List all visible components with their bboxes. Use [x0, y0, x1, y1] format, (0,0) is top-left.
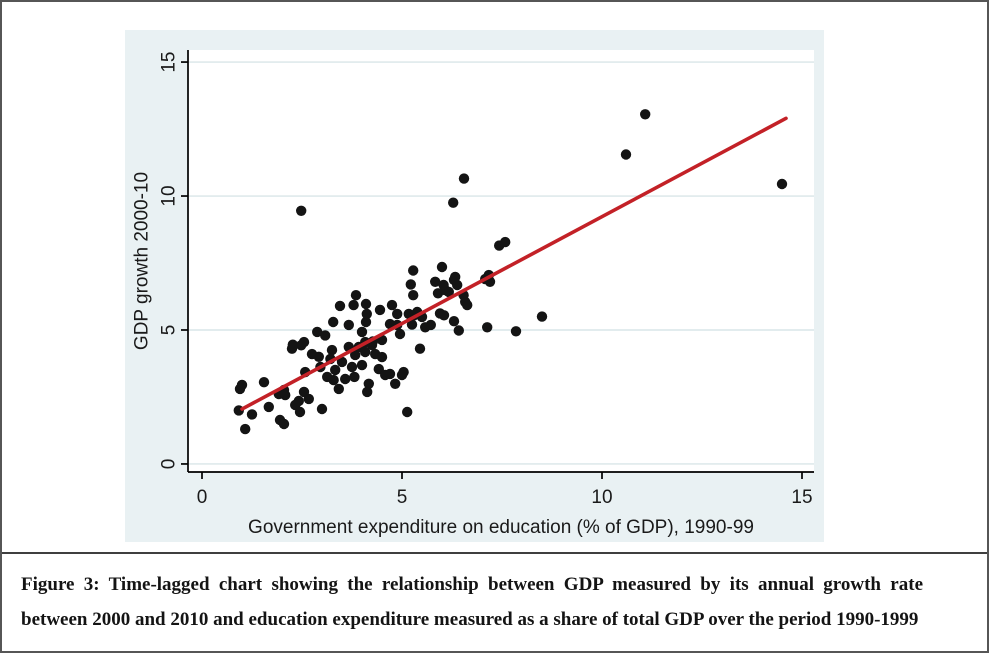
x-tick-label: 10 — [591, 487, 612, 508]
x-axis-title: Government expenditure on education (% o… — [248, 517, 754, 538]
scatter-point — [482, 322, 493, 333]
scatter-point — [640, 109, 651, 120]
scatter-point — [334, 300, 346, 312]
scatter-point — [330, 364, 341, 376]
scatter-point — [336, 356, 348, 368]
scatter-point — [312, 326, 323, 338]
scatter-point — [425, 319, 436, 331]
y-tick-label: 5 — [159, 325, 180, 336]
chart-figure: 0 5 10 15 0 5 10 15 Government expenditure on ed… — [125, 30, 824, 542]
scatter-point — [402, 406, 413, 418]
y-tick-label: 10 — [159, 185, 180, 206]
scatter-point — [384, 368, 396, 380]
scatter-point — [406, 319, 418, 330]
scatter-point — [294, 406, 306, 418]
scatter-point — [298, 336, 310, 348]
scatter-point — [348, 299, 359, 311]
scatter-point — [408, 265, 419, 276]
scatter-point — [360, 346, 371, 358]
scatter-point — [340, 373, 351, 385]
x-tick-label: 5 — [397, 487, 408, 508]
scatter-point — [343, 319, 354, 331]
scatter-point — [776, 178, 788, 190]
scatter-point — [360, 316, 372, 328]
scatter-point — [356, 359, 368, 371]
scatter-point — [500, 236, 511, 248]
scatter-point — [436, 261, 448, 273]
y-tick-label: 0 — [159, 459, 180, 470]
scatter-point — [453, 325, 464, 336]
scatter-point — [408, 290, 419, 301]
scatter-point — [246, 409, 258, 420]
plot-svg: 0 5 10 15 0 5 10 15 Government expenditure on ed… — [132, 50, 814, 538]
x-tick-label: 15 — [791, 487, 812, 508]
fit-line — [240, 116, 788, 411]
scatter-point — [438, 310, 450, 321]
scatter-point — [350, 290, 362, 301]
scatter-point — [394, 328, 406, 340]
scatter-point — [328, 316, 339, 328]
scatter-point — [405, 279, 416, 290]
scatter-point — [296, 205, 307, 216]
scatter-point — [287, 339, 298, 350]
scatter-point — [313, 351, 324, 362]
scatter-point — [363, 378, 374, 389]
scatter-point — [443, 286, 454, 298]
scatter-point — [326, 344, 338, 356]
scatter-point — [362, 386, 373, 398]
scatter-point — [448, 316, 460, 327]
scatter-point — [356, 326, 368, 338]
scatter-point — [328, 374, 339, 386]
scatter-point — [350, 349, 361, 361]
scatter-point — [263, 401, 274, 413]
scatter-point — [392, 308, 403, 320]
scatter-point — [510, 326, 522, 337]
scatter-point — [536, 311, 548, 322]
scatter-point — [398, 366, 409, 378]
scatter-point — [452, 279, 463, 291]
scatter-point — [316, 403, 328, 415]
scatter-point — [349, 371, 360, 383]
scatter-point — [458, 173, 470, 184]
x-tick-label: 0 — [197, 487, 208, 508]
scatter-point — [333, 383, 344, 395]
scatter-point — [376, 351, 388, 363]
scatter-point — [448, 197, 459, 208]
scatter-point — [293, 395, 304, 407]
scatter-point — [374, 304, 386, 316]
figure-caption: Figure 3: Time-lagged chart showing the … — [2, 552, 987, 651]
caption-line-2: between 2000 and 2010 and education expe… — [21, 609, 919, 630]
scatter-point — [462, 299, 473, 311]
scatter-point — [360, 298, 372, 310]
scatter-point — [278, 418, 290, 430]
plot-area — [188, 50, 814, 472]
y-tick-label: 15 — [159, 51, 180, 72]
scatter-point — [236, 379, 248, 391]
scatter-point — [320, 330, 331, 341]
y-axis-title: GDP growth 2000-10 — [132, 172, 153, 350]
scatter-point — [414, 343, 426, 354]
caption-line-1: Figure 3: Time-lagged chart showing the … — [21, 574, 923, 595]
scatter-point — [450, 271, 461, 283]
scatter-point — [240, 423, 251, 435]
scatter-point — [346, 361, 358, 373]
scatter-point — [303, 393, 314, 405]
scatter-point — [390, 378, 401, 389]
scatter-point — [361, 308, 372, 320]
scatter-point — [430, 276, 441, 287]
scatter-point — [620, 149, 632, 160]
scatter-point — [386, 299, 398, 311]
scatter-point — [258, 377, 270, 388]
